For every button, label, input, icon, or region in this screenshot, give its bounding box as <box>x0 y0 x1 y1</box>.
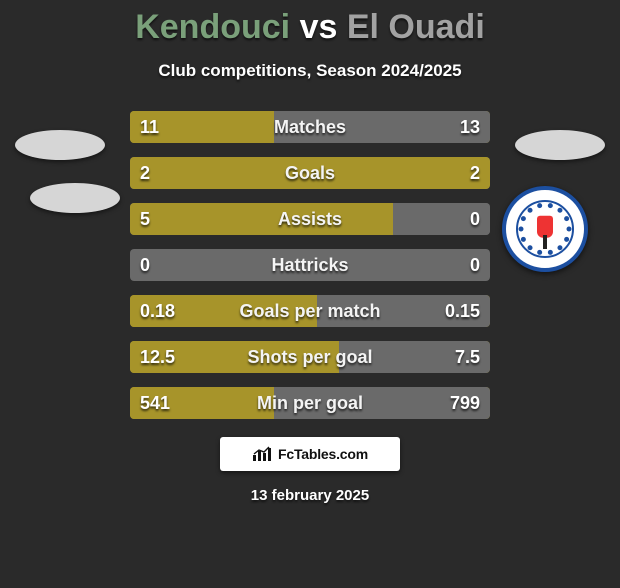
title-player-a: Kendouci <box>135 8 290 46</box>
comparison-chart: 1113Matches 22Goals 50Assists 00Hattricks 0.… <box>130 111 490 419</box>
stat-row: 50Assists <box>130 203 490 235</box>
brand-chart-icon <box>252 446 272 462</box>
team-a-badge-2 <box>30 183 120 213</box>
stat-row: 22Goals <box>130 157 490 189</box>
title-player-b: El Ouadi <box>347 8 485 46</box>
team-b-badge-1 <box>515 130 605 160</box>
stat-row: 00Hattricks <box>130 249 490 281</box>
footer-date: 13 february 2025 <box>0 487 620 504</box>
team-a-badge-1 <box>15 130 105 160</box>
subtitle: Club competitions, Season 2024/2025 <box>0 61 620 81</box>
stat-row: 1113Matches <box>130 111 490 143</box>
brand-logo[interactable]: FcTables.com <box>220 437 400 471</box>
page-title: Kendouci vs El Ouadi <box>0 8 620 47</box>
title-vs: vs <box>300 8 338 46</box>
stat-row: 0.180.15Goals per match <box>130 295 490 327</box>
stat-row: 541799Min per goal <box>130 387 490 419</box>
brand-text: FcTables.com <box>278 446 368 462</box>
stat-row: 12.57.5Shots per goal <box>130 341 490 373</box>
team-b-crest <box>502 186 588 272</box>
